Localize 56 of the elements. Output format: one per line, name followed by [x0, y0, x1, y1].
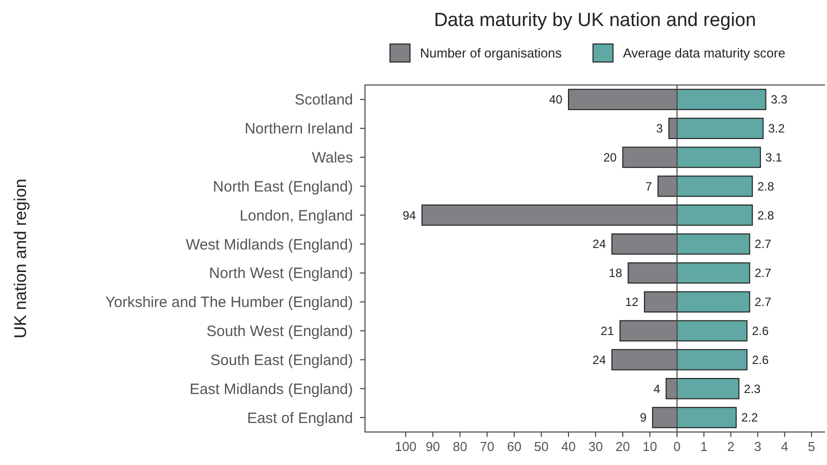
y-tick-label: Northern Ireland — [244, 120, 353, 138]
x-tick-label: 80 — [452, 439, 468, 454]
data-label: 3.3 — [770, 92, 788, 107]
x-tick-label: 3 — [754, 439, 762, 454]
y-tick-label: Yorkshire and The Humber (England) — [105, 294, 354, 312]
x-tick-label: 0 — [673, 439, 681, 454]
data-label: 18 — [608, 266, 622, 280]
data-label: 40 — [549, 92, 563, 107]
data-label: 3 — [656, 122, 664, 136]
data-label: 3.1 — [765, 150, 782, 164]
x-tick-label: 100 — [394, 439, 417, 454]
y-tick-label: North West (England) — [209, 265, 353, 282]
chart-title: Data maturity by UK nation and region — [434, 10, 756, 31]
data-label: 2.6 — [752, 352, 769, 367]
y-tick-label: North East (England) — [212, 178, 353, 196]
data-label: 2.8 — [757, 208, 774, 222]
y-axis-title: UK nation and region — [11, 178, 30, 338]
data-label: 2.7 — [754, 295, 772, 310]
data-label: 24 — [592, 352, 606, 367]
x-tick-label: 70 — [480, 439, 494, 454]
data-label: 2.6 — [752, 324, 769, 338]
x-tick-label: 40 — [561, 439, 576, 454]
data-label: 94 — [402, 208, 416, 222]
data-label: 2.3 — [744, 382, 761, 396]
x-tick-label: 1 — [700, 439, 708, 454]
data-label: 24 — [592, 237, 606, 252]
y-tick-label: Wales — [312, 150, 353, 167]
y-tick-label: South East (England) — [210, 352, 353, 369]
y-tick-label: Scotland — [294, 92, 353, 109]
data-label: 2.8 — [757, 179, 774, 194]
data-label: 12 — [625, 295, 639, 310]
x-tick-label: 60 — [506, 439, 522, 454]
legend-label: Average data maturity score — [623, 46, 786, 61]
x-tick-label: 50 — [534, 439, 549, 454]
data-label: 2.2 — [741, 410, 758, 425]
y-tick-label: West Midlands (England) — [186, 236, 353, 254]
data-label: 3.2 — [768, 122, 786, 136]
legend-label: Number of organisations — [420, 46, 562, 61]
x-tick-label: 30 — [588, 439, 603, 454]
x-tick-label: 5 — [808, 439, 816, 454]
data-label: 9 — [640, 410, 647, 425]
data-label: 20 — [603, 150, 618, 164]
data-label: 21 — [600, 324, 614, 338]
data-label: 7 — [645, 179, 652, 194]
y-tick-label: East Midlands (England) — [190, 380, 353, 398]
data-label: 2.7 — [754, 266, 772, 280]
y-tick-label: East of England — [247, 410, 353, 427]
data-label: 2.7 — [754, 237, 772, 252]
data-label: 4 — [653, 382, 660, 396]
x-tick-label: 20 — [616, 439, 630, 454]
y-tick-label: London, England — [240, 207, 353, 224]
x-tick-label: 90 — [426, 439, 440, 454]
x-tick-label: 4 — [781, 439, 788, 454]
x-tick-label: 10 — [642, 439, 658, 454]
x-tick-label: 2 — [727, 439, 734, 454]
y-tick-label: South West (England) — [206, 323, 353, 340]
